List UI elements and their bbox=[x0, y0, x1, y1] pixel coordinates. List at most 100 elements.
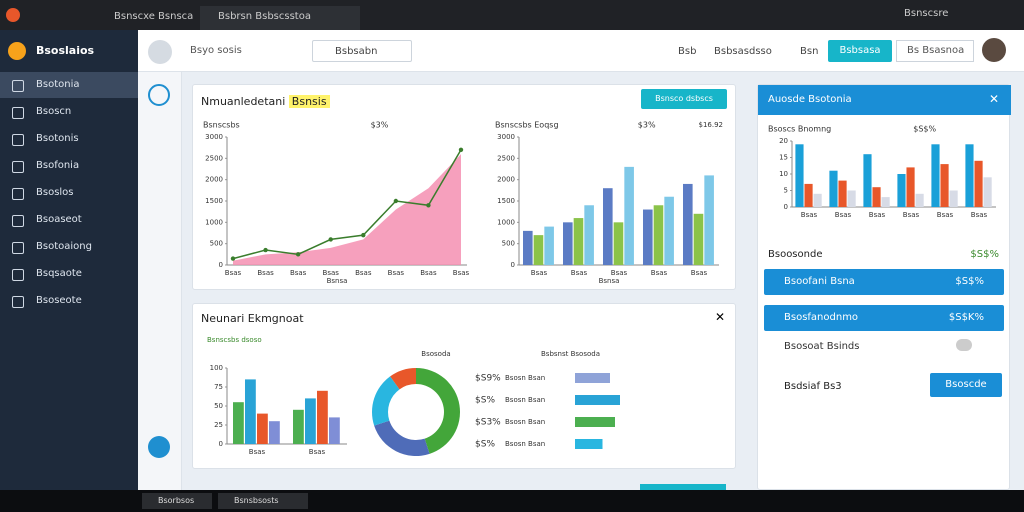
bar bbox=[293, 409, 304, 444]
row-pct: $S% bbox=[475, 440, 495, 450]
x-tick-label: Bsas bbox=[835, 211, 852, 219]
account-menu[interactable]: Bs Bsasnoa bbox=[896, 40, 974, 62]
dropdown[interactable]: Bsbsabn bbox=[312, 40, 412, 62]
partial-button bbox=[640, 484, 726, 490]
point bbox=[230, 256, 236, 261]
panel-button[interactable]: Bsnsco dsbscs bbox=[641, 89, 727, 109]
x-tick-label: Bsas bbox=[571, 269, 588, 277]
row-label: Bsoofani Bsna bbox=[784, 276, 855, 287]
nav-item[interactable]: Bsofonia bbox=[0, 153, 138, 179]
bar bbox=[245, 379, 256, 444]
bar bbox=[573, 218, 584, 265]
y-tick-label: 75 bbox=[214, 383, 223, 391]
bar bbox=[847, 190, 856, 207]
header-button[interactable]: Bsbsasa bbox=[828, 40, 892, 62]
y-tick-label: 500 bbox=[502, 240, 515, 248]
nav-item[interactable]: Bsoslos bbox=[0, 180, 138, 206]
chart-title: Bsosoda bbox=[421, 350, 450, 358]
bar bbox=[584, 205, 594, 265]
search[interactable]: Bsyo sosis bbox=[190, 45, 242, 56]
list-title: Bsbsnst Bsosoda bbox=[541, 350, 600, 358]
task[interactable]: Bsnsbsosts bbox=[218, 493, 308, 509]
nav-item[interactable]: Bsoscn bbox=[0, 99, 138, 125]
close[interactable]: ✕ bbox=[714, 310, 725, 324]
donut-chart: Bsosoda bbox=[372, 350, 461, 456]
x-tick-label: Bsas bbox=[388, 269, 405, 277]
more[interactable]: Bsdsiaf Bs3 bbox=[784, 381, 842, 392]
row-bar bbox=[575, 395, 620, 405]
bar bbox=[544, 226, 554, 265]
row[interactable]: Bsoofani Bsna $S$% bbox=[764, 269, 1004, 295]
nav-item[interactable]: Bsotonis bbox=[0, 126, 138, 152]
bar bbox=[940, 164, 949, 207]
report-panel: Neunari Ekmgnoat ✕ Bsnscsbs dsoso 0 25 50 7… bbox=[192, 303, 736, 469]
tab[interactable]: Bsnscxe Bsnsca bbox=[114, 11, 194, 22]
bar bbox=[305, 398, 316, 444]
x-axis-label: Bsnsa bbox=[327, 277, 348, 285]
task[interactable]: Bsorbsos bbox=[142, 493, 212, 509]
nav-link[interactable]: Bsn bbox=[800, 46, 819, 57]
tab[interactable]: Bsbrsn Bsbscsstoa bbox=[200, 6, 360, 30]
chart-title: Bsnscsbs Eoqsg bbox=[495, 121, 559, 130]
section-value: $S$% bbox=[970, 249, 999, 260]
point bbox=[328, 237, 333, 242]
x-tick-label: Bsas bbox=[355, 269, 372, 277]
row[interactable]: Bsosfanodnmo $S$K% bbox=[764, 305, 1004, 331]
row-label: Bsosfanodnmo bbox=[784, 312, 859, 323]
avatar-icon[interactable] bbox=[148, 40, 172, 64]
x-tick-label: Bsas bbox=[801, 211, 818, 219]
x-axis-label: Bsnsa bbox=[599, 277, 620, 285]
nav-item[interactable]: Bsotoaiong bbox=[0, 234, 138, 260]
side-panel: Auosde Bsotonia ✕ Bsoscs Bnomng $S$% 0 5 10 1… bbox=[757, 84, 1011, 490]
bar bbox=[906, 167, 915, 207]
badge: $3% bbox=[638, 121, 656, 130]
profile[interactable]: Bsnscsre bbox=[904, 8, 949, 19]
row-label: Bsosn Bsan bbox=[505, 374, 545, 382]
rail-icon[interactable] bbox=[148, 436, 170, 458]
nav-link[interactable]: Bsbsasdsso bbox=[714, 46, 772, 57]
side-button[interactable]: Bsoscde bbox=[930, 373, 1002, 397]
nav-item[interactable]: Bsoaseot bbox=[0, 207, 138, 233]
side-chart: Bsoscs Bnomng $S$% 0 5 10 15 20 Bsas Bsas Bsas Bsa… bbox=[768, 125, 996, 219]
toggle-label: Bsosoat Bsinds bbox=[784, 341, 860, 352]
x-tick-label: Bsas bbox=[903, 211, 920, 219]
toggle[interactable] bbox=[956, 339, 972, 351]
row-pct: $S% bbox=[475, 396, 495, 406]
nav-item[interactable]: Bsoseote bbox=[0, 288, 138, 314]
bar bbox=[664, 196, 674, 265]
y-tick-label: 2000 bbox=[497, 176, 515, 184]
slice bbox=[374, 420, 430, 456]
bar bbox=[233, 402, 244, 444]
x-tick-label: Bsas bbox=[531, 269, 548, 277]
y-tick-label: 2500 bbox=[205, 154, 223, 162]
y-tick-label: 1500 bbox=[205, 197, 223, 205]
y-tick-label: 0 bbox=[511, 261, 515, 269]
close[interactable]: ✕ bbox=[988, 92, 999, 106]
row-pct: $S3% bbox=[475, 418, 501, 428]
nav-item[interactable]: Bsotonia bbox=[0, 72, 138, 98]
nav-item[interactable]: Bsqsaote bbox=[0, 261, 138, 287]
x-tick-label: Bsas bbox=[971, 211, 988, 219]
stack-chart: 0 25 50 75 100 Bsas Bsas bbox=[210, 364, 347, 456]
logo bbox=[8, 42, 26, 60]
y-tick-label: 15 bbox=[779, 154, 788, 162]
nav-link[interactable]: Bsb bbox=[678, 46, 697, 57]
bar bbox=[881, 197, 890, 207]
y-tick-label: 5 bbox=[784, 187, 788, 195]
point bbox=[263, 247, 268, 253]
bar bbox=[329, 417, 340, 444]
side-header: Auosde Bsotonia bbox=[758, 85, 1011, 115]
brand: Bsoslaios bbox=[36, 44, 95, 57]
badge: $S$% bbox=[913, 125, 936, 134]
x-tick-label: Bsas bbox=[309, 448, 326, 456]
bar bbox=[795, 144, 804, 207]
user-avatar[interactable] bbox=[982, 38, 1006, 62]
panel-title: Nmuanledetani Bsnsis bbox=[201, 95, 330, 108]
rail-icon[interactable] bbox=[148, 84, 170, 106]
bar bbox=[643, 209, 653, 265]
y-tick-label: 1000 bbox=[497, 218, 515, 226]
bar bbox=[269, 421, 280, 444]
y-tick-label: 25 bbox=[214, 421, 223, 429]
x-tick-label: Bsas bbox=[453, 269, 470, 277]
bar bbox=[693, 213, 704, 265]
